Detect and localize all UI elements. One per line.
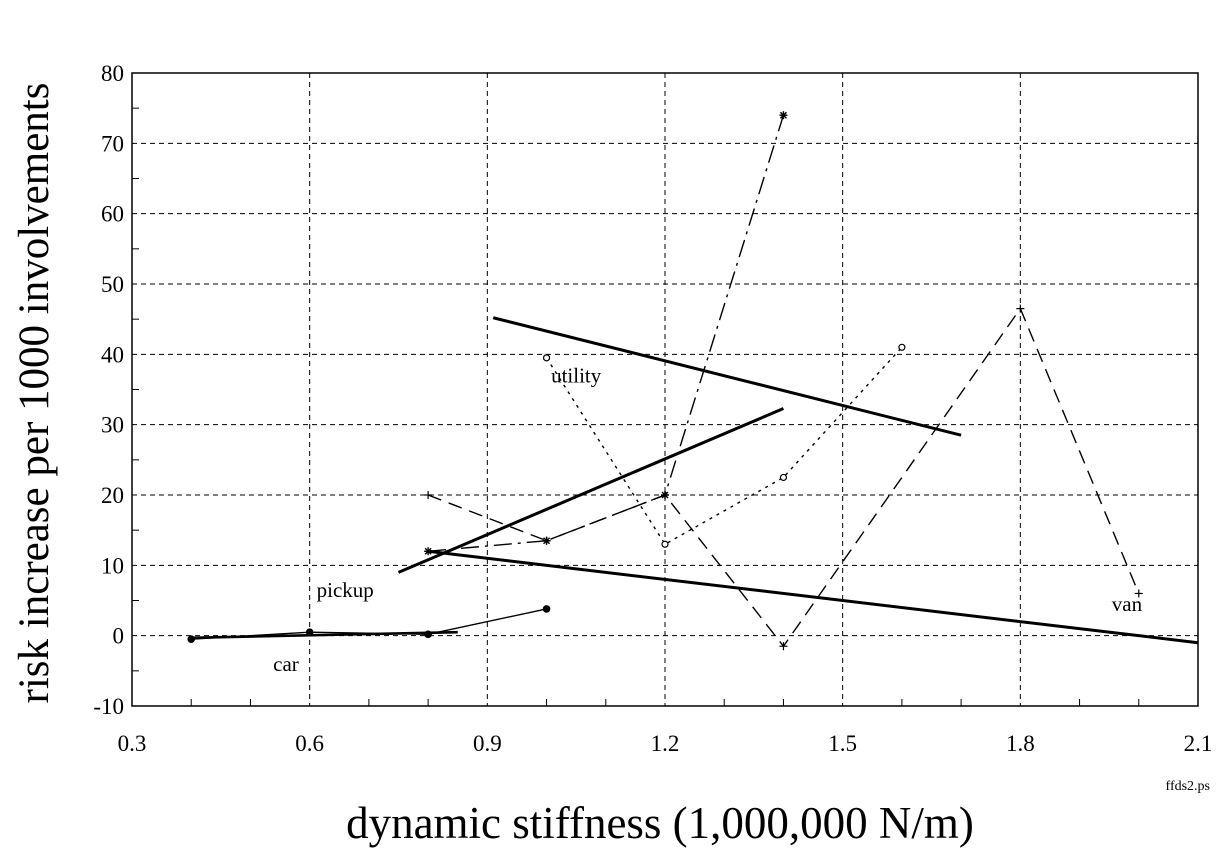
data-point-utility [779, 473, 788, 482]
series-line-utility [545, 346, 903, 546]
series-line-van [427, 307, 1140, 648]
data-point-van [661, 491, 669, 499]
x-tick-label: 1.5 [828, 731, 857, 756]
data-point-van [542, 536, 551, 545]
x-tick-label: 1.2 [651, 731, 680, 756]
series-labels: car utility pickup van [273, 363, 1142, 675]
data-point-van [1016, 304, 1025, 313]
data-point-van [424, 491, 433, 499]
x-tick-label: 2.1 [1184, 731, 1213, 756]
series-label-utility: utility [551, 363, 602, 387]
y-tick-label: 20 [101, 483, 124, 508]
y-tick-label: 80 [101, 61, 124, 86]
y-tick-labels: -10 0 10 20 30 40 50 60 70 80 [93, 61, 124, 719]
y-tick-label: 60 [101, 202, 124, 227]
data-point-car [424, 630, 432, 639]
data-point-pickup [779, 111, 788, 120]
data-point-van [779, 642, 788, 651]
plot-frame [131, 72, 1199, 707]
data-point-utility [661, 540, 669, 548]
x-tick-label: 1.8 [1006, 731, 1035, 756]
series-label-van: van [1112, 592, 1143, 616]
series-label-car: car [273, 652, 299, 676]
minor-ticks [132, 107, 1140, 706]
series-label-pickup: pickup [317, 578, 374, 602]
x-tick-label: 0.3 [118, 731, 147, 756]
x-tick-label: 0.9 [473, 731, 502, 756]
x-tick-labels: 0.3 0.6 0.9 1.2 1.5 1.8 2.1 [118, 731, 1213, 756]
grid-lines [132, 73, 1198, 706]
series-line-car [191, 608, 547, 640]
trend-line-utility [492, 316, 962, 437]
data-markers [187, 111, 1143, 651]
trend-lines [191, 316, 1199, 645]
trend-line-pickup [397, 407, 785, 574]
x-tick-label: 0.6 [295, 731, 324, 756]
data-point-car [187, 635, 196, 643]
data-point-car [305, 628, 314, 636]
data-series [191, 114, 1140, 648]
marker-stroke [779, 111, 787, 119]
y-tick-label: 50 [101, 272, 124, 297]
data-point-car [542, 605, 551, 613]
y-tick-label: 70 [101, 131, 124, 156]
marker-stroke [424, 547, 432, 555]
y-tick-label: 30 [101, 413, 124, 438]
y-tick-label: 0 [113, 624, 125, 649]
trend-line-van [427, 549, 1199, 645]
y-tick-label: 10 [101, 553, 124, 578]
data-point-van [1134, 589, 1143, 598]
data-point-utility [542, 354, 551, 362]
file-label: ffds2.ps [1166, 779, 1210, 794]
data-point-utility [898, 343, 906, 351]
y-tick-label: -10 [93, 694, 124, 719]
x-axis-title: dynamic stiffness (1,000,000 N/m) [346, 798, 974, 848]
y-tick-label: 40 [101, 342, 124, 367]
data-point-pickup [424, 547, 433, 556]
y-axis-title: risk increase per 1000 involvements [11, 83, 58, 704]
series-line-pickup [428, 114, 785, 552]
